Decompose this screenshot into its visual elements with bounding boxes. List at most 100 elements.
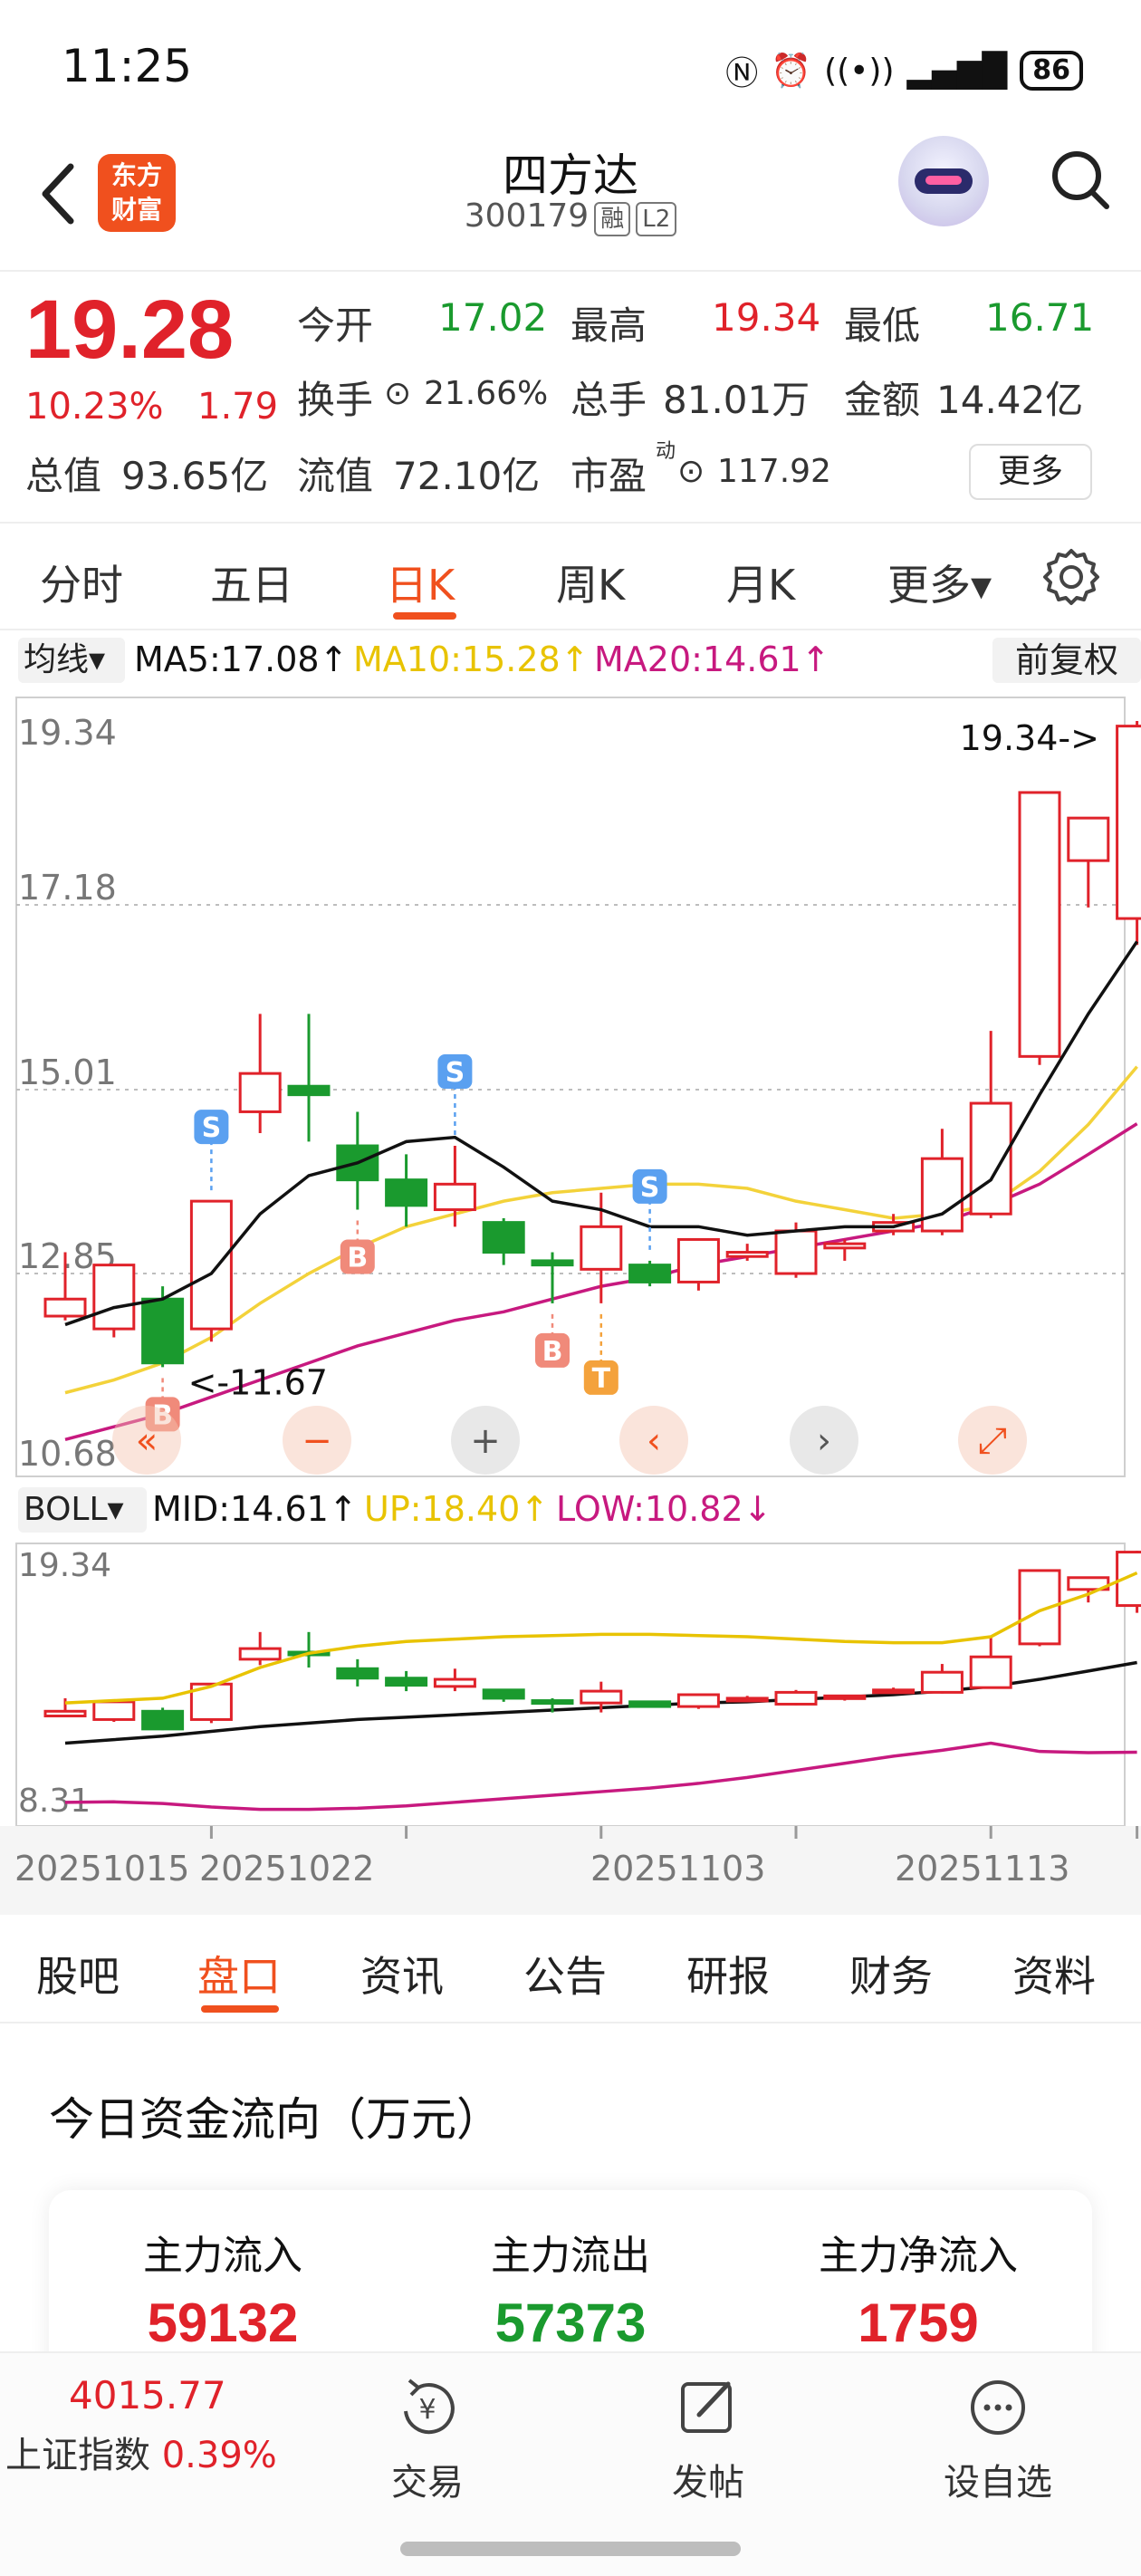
candle-body	[1018, 791, 1061, 1058]
low-label: 最低	[844, 303, 921, 348]
index-ticker[interactable]: 上证指数 0.39%	[5, 2426, 277, 2478]
nav-watchlist[interactable]: 设自选	[925, 2371, 1070, 2505]
status-bar: 11:25 Ⓝ ⏰ ((•)) ▂▄▆█ 86	[0, 0, 1141, 136]
candle-body	[774, 1229, 818, 1275]
high-value: 19.34	[712, 295, 821, 340]
chart-control-icon: «	[136, 1420, 158, 1462]
change-pct: 10.23%	[25, 386, 164, 428]
candle-body	[287, 1084, 331, 1097]
stock-name: 四方达	[503, 149, 638, 202]
chart-control-button	[112, 1406, 181, 1475]
boll-low-line	[64, 1741, 1137, 1812]
chart-control-icon: ›	[817, 1420, 831, 1462]
logo-text-bottom: 财富	[110, 195, 162, 225]
chart-control-button	[790, 1406, 858, 1475]
active-tab-underline	[393, 612, 456, 620]
low-value: 16.71	[985, 295, 1095, 340]
search-icon[interactable]	[1049, 143, 1112, 216]
trade-marker-label: B	[542, 1336, 563, 1368]
nav-trade-label: 交易	[391, 2462, 464, 2504]
trade-marker-badge	[583, 1360, 618, 1395]
date-axis-band	[0, 1826, 1141, 1915]
trade-marker-label: S	[446, 1057, 465, 1089]
indicator-select[interactable]: 均线▾	[18, 638, 125, 683]
back-icon[interactable]	[33, 158, 87, 230]
edit-icon	[681, 2381, 732, 2433]
boll-candle-body	[774, 1690, 818, 1706]
y-axis-label: 17.18	[18, 868, 117, 908]
index-value[interactable]: 4015.77	[69, 2373, 226, 2417]
wifi-icon: ((•))	[824, 52, 895, 90]
stock-code: 300179	[464, 197, 590, 235]
l2-tag: L2	[636, 202, 677, 236]
trade-marker-label: S	[202, 1112, 222, 1144]
chart-control-icon: −	[302, 1420, 332, 1462]
app-logo[interactable]: 东方 财富	[98, 154, 176, 232]
tab-news[interactable]: 资讯	[360, 1952, 444, 2001]
candle-body	[676, 1237, 720, 1283]
boll-candle-body	[969, 1655, 1012, 1689]
last-price: 19.28	[25, 284, 235, 376]
index-name: 上证指数	[5, 2435, 150, 2476]
pe-info-icon[interactable]: ⊙	[677, 453, 705, 490]
main-outflow-value: 57373	[494, 2292, 647, 2353]
y-axis-label: 19.34	[18, 713, 117, 753]
nav-watchlist-label: 设自选	[944, 2462, 1052, 2504]
nfc-icon: Ⓝ	[725, 55, 759, 92]
boll-candle-body	[872, 1688, 916, 1695]
boll-select[interactable]: BOLL▾	[18, 1487, 147, 1533]
main-inflow-value: 59132	[147, 2292, 299, 2353]
tab-research[interactable]: 研报	[686, 1952, 770, 2001]
amount-label: 金额	[844, 378, 921, 422]
nav-post-label: 发帖	[672, 2462, 744, 2504]
signal-icon: ▂▄▆█	[906, 52, 1008, 90]
tab-daily-k[interactable]: 日K	[386, 561, 455, 610]
boll-legend: BOLL▾ MID:14.61↑ UP:18.40↑ LOW:10.82↓	[18, 1485, 1132, 1540]
status-icons: Ⓝ ⏰ ((•)) ▂▄▆█ 86	[725, 47, 1083, 94]
tab-more-periods[interactable]: 更多▾	[887, 561, 992, 610]
boll-mid-label: MID:14.61↑	[152, 1489, 358, 1529]
pe-label: 市盈	[570, 454, 647, 498]
pe-dynamic-sup: 动	[656, 440, 676, 463]
tab-pankou[interactable]: 盘口	[197, 1952, 281, 2001]
candle-body	[725, 1251, 769, 1258]
margin-tag: 融	[594, 202, 631, 236]
boll-candle-body	[43, 1709, 87, 1718]
more-button[interactable]: 更多	[969, 444, 1092, 500]
candle-body	[1067, 816, 1110, 862]
float-value: 72.10亿	[393, 454, 541, 498]
adjust-select[interactable]: 前复权	[992, 638, 1141, 683]
candle-body	[628, 1264, 672, 1283]
main-outflow-label: 主力流出	[491, 2233, 650, 2279]
tab-announcements[interactable]: 公告	[523, 1952, 607, 2001]
boll-low-label: LOW:10.82↓	[556, 1489, 772, 1529]
tab-weekly-k[interactable]: 周K	[556, 561, 626, 610]
trade-yen-icon: ¥	[404, 2379, 455, 2435]
nav-post[interactable]: 发帖	[636, 2371, 781, 2505]
date-label: 20251015	[14, 1849, 189, 1889]
fund-flow-title: 今日资金流向（万元）	[49, 2093, 502, 2146]
trade-marker-badge	[632, 1168, 667, 1204]
date-label: 20251113	[895, 1849, 1069, 1889]
k-line-chart[interactable]: 19.3417.1815.0112.8510.68BSBSBTS19.34-><…	[0, 688, 1141, 1482]
candle-body	[141, 1297, 185, 1365]
boll-candle-body	[531, 1699, 574, 1706]
ma10-label: MA10:15.28↑	[353, 639, 590, 679]
chart-control-icon: ⤢	[978, 1420, 1007, 1462]
index-pct: 0.39%	[161, 2435, 277, 2476]
tab-5day[interactable]: 五日	[210, 561, 293, 610]
open-value: 17.02	[438, 295, 548, 340]
gear-icon[interactable]	[1041, 547, 1101, 607]
info-icon[interactable]: ⊙	[384, 375, 412, 412]
candle-body	[385, 1178, 428, 1207]
tab-profile[interactable]: 资料	[1012, 1952, 1096, 2001]
assistant-avatar[interactable]	[898, 136, 989, 226]
ma5-line	[64, 940, 1139, 1327]
tab-intraday[interactable]: 分时	[40, 561, 123, 610]
nav-trade[interactable]: ¥ 交易	[355, 2371, 500, 2505]
boll-candle-body	[676, 1693, 720, 1708]
tab-guba[interactable]: 股吧	[36, 1952, 120, 2001]
tab-monthly-k[interactable]: 月K	[726, 561, 796, 610]
tab-finance[interactable]: 财务	[849, 1952, 933, 2001]
